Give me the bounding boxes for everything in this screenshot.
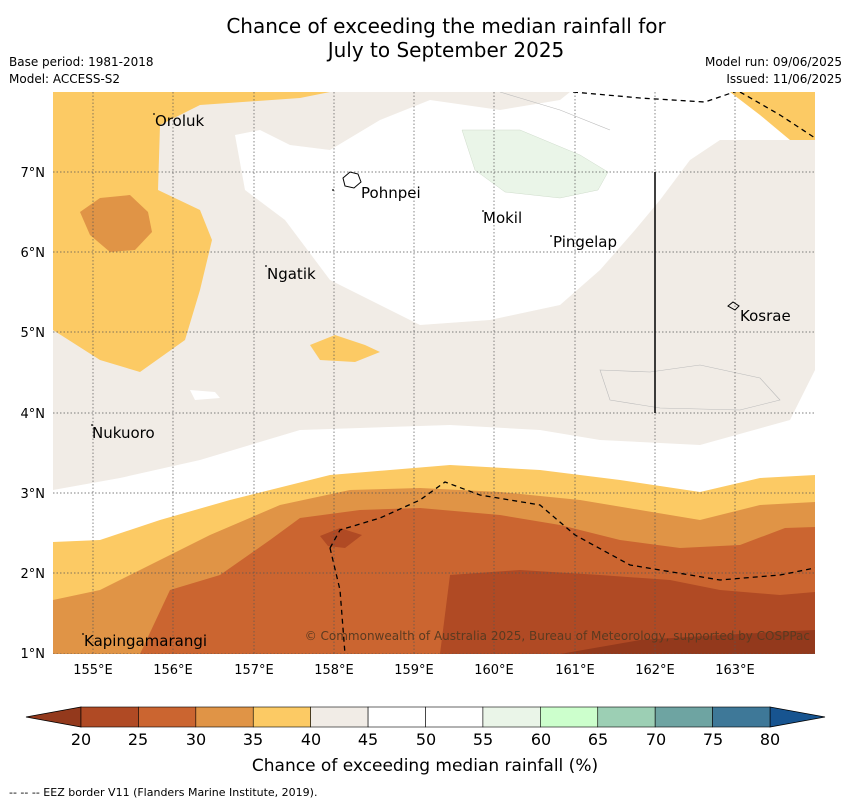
contour-55-60 bbox=[461, 129, 609, 199]
issued-date: Issued: 11/06/2025 bbox=[726, 72, 842, 86]
lon-tick: 156°E bbox=[153, 663, 193, 678]
colorbar-segment bbox=[138, 706, 197, 728]
contour-20-25-patch bbox=[320, 528, 362, 548]
contour-35-40-west bbox=[53, 92, 330, 372]
colorbar-segment bbox=[540, 706, 599, 728]
title-line-2: July to September 2025 bbox=[327, 38, 565, 62]
lon-tick-labels: 155°E 156°E 157°E 158°E 159°E 160°E 161°… bbox=[73, 663, 755, 678]
contour-white-patch bbox=[190, 390, 220, 400]
colorbar-tick: 50 bbox=[416, 730, 436, 749]
base-period: Base period: 1981-2018 bbox=[9, 55, 154, 69]
meta-left: Base period: 1981-2018 Model: ACCESS-S2 bbox=[9, 54, 154, 88]
colorbar-segment bbox=[310, 706, 369, 728]
lon-tick: 159°E bbox=[394, 663, 434, 678]
lat-tick: 4°N bbox=[21, 407, 46, 422]
place-label-mokil: Mokil bbox=[483, 209, 522, 227]
colorbar-tick: 45 bbox=[358, 730, 378, 749]
meta-right: Model run: 09/06/2025 Issued: 11/06/2025 bbox=[705, 54, 842, 88]
colorbar-tick: 75 bbox=[703, 730, 723, 749]
lat-tick: 5°N bbox=[21, 326, 46, 341]
colorbar-high-arrow bbox=[769, 706, 826, 728]
lat-tick: 2°N bbox=[21, 567, 46, 582]
place-label-nukuoro: Nukuoro bbox=[92, 424, 155, 442]
colorbar-segment bbox=[712, 706, 771, 728]
place-label-kosrae: Kosrae bbox=[740, 307, 791, 325]
colorbar-segment bbox=[195, 706, 254, 728]
graticule bbox=[53, 92, 815, 654]
colorbar-ticks: 20 25 30 35 40 45 50 55 60 65 70 75 80 bbox=[71, 730, 780, 749]
lon-tick: 161°E bbox=[555, 663, 595, 678]
model-run: Model run: 09/06/2025 bbox=[704, 55, 842, 69]
contour-offwhite-patch bbox=[698, 238, 755, 277]
map-area: Oroluk Pohnpei Mokil Pingelap Ngatik Kos… bbox=[53, 92, 815, 654]
place-label-kapingamarangi: Kapingamarangi bbox=[84, 632, 207, 650]
lon-tick: 162°E bbox=[635, 663, 675, 678]
colorbar-segment bbox=[80, 706, 139, 728]
colorbar-segment bbox=[252, 706, 311, 728]
lat-tick: 6°N bbox=[21, 246, 46, 261]
contour-35-40-northeast bbox=[730, 92, 815, 140]
colorbar-tick: 40 bbox=[301, 730, 321, 749]
colorbar-tick: 35 bbox=[243, 730, 263, 749]
pohnpei-island-shape bbox=[342, 171, 362, 189]
lon-tick: 158°E bbox=[314, 663, 354, 678]
contour-line-1 bbox=[599, 364, 781, 411]
eez-borders bbox=[329, 92, 815, 654]
island-markers bbox=[82, 113, 552, 635]
place-label-pohnpei: Pohnpei bbox=[361, 184, 421, 202]
contour-line-2 bbox=[499, 92, 611, 131]
colorbar-tick: 60 bbox=[531, 730, 551, 749]
contour-20-25 bbox=[440, 570, 815, 654]
model-name: Model: ACCESS-S2 bbox=[9, 72, 121, 86]
kosrae-island-shape bbox=[727, 301, 740, 311]
contour-35-40-patch bbox=[310, 335, 380, 362]
lat-tick-labels: 7°N 6°N 5°N 4°N 3°N 2°N 1°N bbox=[21, 166, 46, 662]
colorbar-tick: 20 bbox=[71, 730, 91, 749]
colorbar-tick: 65 bbox=[588, 730, 608, 749]
colorbar-tick: 25 bbox=[128, 730, 148, 749]
colorbar-segments bbox=[80, 706, 771, 728]
lat-tick: 7°N bbox=[21, 166, 46, 181]
lon-tick: 155°E bbox=[73, 663, 113, 678]
colorbar-tick: 80 bbox=[760, 730, 780, 749]
chart-title: Chance of exceeding the median rainfall … bbox=[0, 14, 850, 62]
colorbar-low-arrow bbox=[25, 706, 82, 728]
eez-legend: -- -- -- EEZ border V11 (Flanders Marine… bbox=[9, 786, 318, 799]
lon-tick: 163°E bbox=[715, 663, 755, 678]
colorbar-tick: 55 bbox=[473, 730, 493, 749]
contour-below-20 bbox=[560, 630, 815, 654]
title-line-1: Chance of exceeding the median rainfall … bbox=[226, 14, 666, 38]
lon-tick: 157°E bbox=[234, 663, 274, 678]
place-label-pingelap: Pingelap bbox=[553, 233, 617, 251]
lon-tick: 160°E bbox=[474, 663, 514, 678]
place-label-ngatik: Ngatik bbox=[267, 265, 316, 283]
lat-tick: 3°N bbox=[21, 487, 46, 502]
colorbar-segment bbox=[482, 706, 541, 728]
lat-tick: 1°N bbox=[21, 647, 46, 662]
colorbar-label: Chance of exceeding median rainfall (%) bbox=[251, 756, 599, 776]
place-label-oroluk: Oroluk bbox=[155, 112, 204, 130]
colorbar-segment bbox=[367, 706, 426, 728]
colorbar: 20 25 30 35 40 45 50 55 60 65 70 75 80 bbox=[25, 706, 826, 749]
contour-30-35-west bbox=[80, 195, 152, 252]
place-labels: Oroluk Pohnpei Mokil Pingelap Ngatik Kos… bbox=[84, 112, 791, 650]
contour-40-45 bbox=[53, 92, 815, 490]
colorbar-tick: 30 bbox=[186, 730, 206, 749]
colorbar-segment bbox=[597, 706, 656, 728]
colorbar-segment bbox=[425, 706, 484, 728]
copyright-notice: © Commonwealth of Australia 2025, Bureau… bbox=[305, 629, 810, 643]
colorbar-segment bbox=[654, 706, 713, 728]
colorbar-tick: 70 bbox=[646, 730, 666, 749]
